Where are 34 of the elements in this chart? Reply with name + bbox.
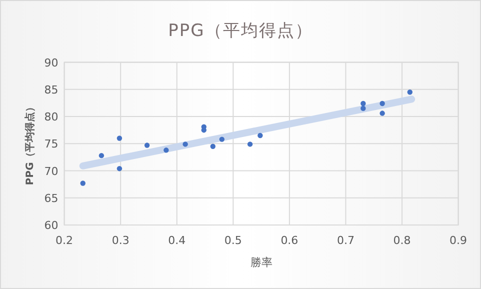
y-tick-label: 70 bbox=[44, 164, 58, 178]
point bbox=[219, 136, 224, 142]
point bbox=[380, 110, 385, 116]
y-tick-label: 80 bbox=[44, 110, 58, 124]
x-tick-label: 0.9 bbox=[450, 234, 468, 247]
x-tick-label: 0.8 bbox=[393, 234, 411, 247]
y-tick-label: 60 bbox=[44, 219, 58, 232]
x-tick-label: 0.2 bbox=[56, 234, 74, 247]
point bbox=[144, 142, 150, 148]
x-tick-label: 0.4 bbox=[168, 234, 186, 247]
point bbox=[380, 100, 385, 106]
y-tick-label: 75 bbox=[44, 138, 58, 151]
point bbox=[80, 180, 86, 186]
x-tick-label: 0.5 bbox=[224, 234, 242, 247]
y-tick-label: 85 bbox=[44, 83, 58, 96]
point bbox=[247, 142, 253, 147]
point bbox=[258, 132, 263, 138]
x-tick-label: 0.7 bbox=[336, 234, 354, 247]
point bbox=[407, 90, 412, 95]
x-tick-label: 0.3 bbox=[112, 234, 130, 247]
x-axis-title: 勝率 bbox=[250, 256, 272, 269]
point bbox=[164, 148, 169, 153]
point bbox=[116, 166, 122, 172]
point bbox=[182, 142, 188, 147]
y-tick-label: 90 bbox=[44, 56, 58, 70]
point bbox=[360, 100, 366, 106]
point bbox=[210, 144, 216, 149]
chart-title: PPG（平均得点） bbox=[168, 21, 313, 41]
point bbox=[360, 106, 366, 111]
point bbox=[116, 136, 122, 141]
y-tick-label: 65 bbox=[44, 192, 58, 205]
y-axis-title: PPG（平均得点） bbox=[24, 102, 36, 186]
point bbox=[98, 152, 104, 158]
x-tick-label: 0.6 bbox=[280, 234, 298, 247]
